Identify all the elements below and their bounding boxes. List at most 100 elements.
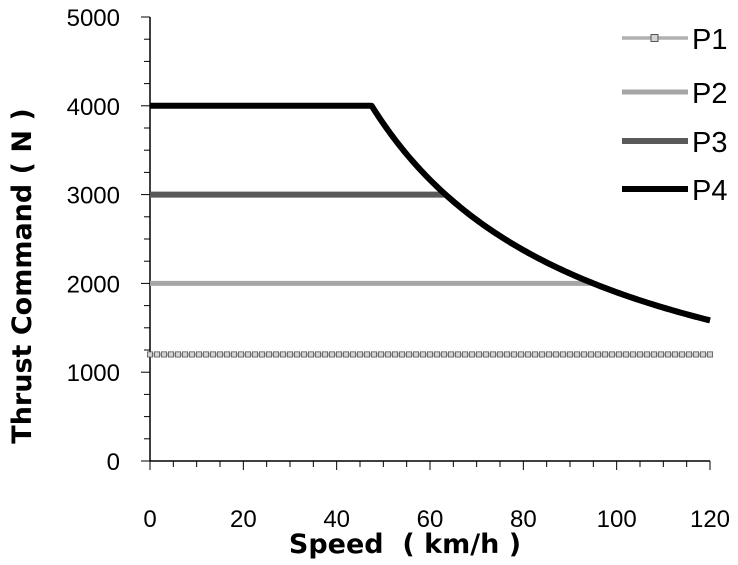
p1-marker bbox=[363, 351, 370, 358]
p1-marker bbox=[630, 351, 637, 358]
p1-marker bbox=[209, 351, 216, 358]
p1-marker bbox=[426, 351, 433, 358]
y-tick-label: 1000 bbox=[67, 360, 120, 387]
p1-marker bbox=[314, 351, 321, 358]
p1-marker bbox=[616, 351, 623, 358]
p1-marker bbox=[475, 351, 482, 358]
series-p4 bbox=[149, 102, 711, 324]
x-axis-title: Speed ( km/h ) bbox=[289, 529, 521, 560]
legend: P1 P2 P3 P4 bbox=[622, 24, 727, 207]
p1-marker bbox=[195, 351, 202, 358]
y-tick-label: 4000 bbox=[67, 94, 120, 121]
p1-marker bbox=[637, 351, 644, 358]
y-axis-title: Thrust Command ( N ) bbox=[7, 108, 38, 443]
p1-marker bbox=[454, 351, 461, 358]
p1-marker bbox=[707, 351, 714, 358]
p1-marker bbox=[160, 351, 167, 358]
legend-label: P3 bbox=[692, 127, 727, 159]
series-p2 bbox=[149, 280, 711, 323]
axes bbox=[141, 16, 711, 470]
series-p1 bbox=[146, 351, 714, 358]
y-tick-label: 3000 bbox=[67, 183, 120, 210]
p1-marker bbox=[595, 351, 602, 358]
p1-marker bbox=[293, 351, 300, 358]
p1-marker bbox=[700, 351, 707, 358]
p1-marker bbox=[419, 351, 426, 358]
p1-marker bbox=[651, 351, 658, 358]
p1-marker bbox=[482, 351, 489, 358]
p1-marker bbox=[335, 351, 342, 358]
p1-marker bbox=[356, 351, 363, 358]
y-tick-label: 5000 bbox=[67, 5, 120, 32]
p1-marker bbox=[328, 351, 335, 358]
x-tick-label: 120 bbox=[690, 506, 730, 533]
legend-item-p3: P3 bbox=[622, 127, 727, 159]
p1-marker bbox=[181, 351, 188, 358]
legend-item-p4: P4 bbox=[622, 175, 727, 207]
p1-marker bbox=[433, 351, 440, 358]
p1-marker bbox=[153, 351, 160, 358]
p1-marker bbox=[377, 351, 384, 358]
tick-labels: 0 20 40 60 80 100 120 0 1000 2000 3000 4000 5000 bbox=[67, 5, 730, 533]
legend-label: P2 bbox=[692, 78, 727, 110]
p1-marker bbox=[223, 351, 230, 358]
p1-marker bbox=[167, 351, 174, 358]
series-layer bbox=[146, 102, 714, 358]
p1-marker bbox=[391, 351, 398, 358]
p1-marker bbox=[581, 351, 588, 358]
p1-marker bbox=[686, 351, 693, 358]
p1-marker bbox=[279, 351, 286, 358]
p1-marker bbox=[244, 351, 251, 358]
legend-label: P1 bbox=[692, 24, 727, 56]
p1-marker bbox=[188, 351, 195, 358]
series-line-p3 bbox=[149, 191, 711, 324]
series-line-p2 bbox=[149, 280, 711, 323]
legend-label: P4 bbox=[692, 175, 727, 207]
x-tick-label: 40 bbox=[323, 506, 350, 533]
x-tick-label: 60 bbox=[417, 506, 444, 533]
p1-marker bbox=[230, 351, 237, 358]
p1-marker bbox=[672, 351, 679, 358]
p1-marker bbox=[693, 351, 700, 358]
p1-marker bbox=[307, 351, 314, 358]
x-tick-label: 20 bbox=[230, 506, 257, 533]
p1-marker bbox=[602, 351, 609, 358]
p1-marker bbox=[525, 351, 532, 358]
p1-marker bbox=[679, 351, 686, 358]
p1-marker bbox=[286, 351, 293, 358]
p1-marker bbox=[384, 351, 391, 358]
p1-marker bbox=[370, 351, 377, 358]
legend-item-p1: P1 bbox=[622, 24, 727, 56]
legend-marker bbox=[650, 34, 659, 42]
p1-marker bbox=[553, 351, 560, 358]
p1-marker bbox=[665, 351, 672, 358]
p1-marker bbox=[546, 351, 553, 358]
p1-marker bbox=[496, 351, 503, 358]
p1-marker bbox=[489, 351, 496, 358]
p1-marker bbox=[503, 351, 510, 358]
p1-marker bbox=[300, 351, 307, 358]
p1-marker bbox=[398, 351, 405, 358]
p1-marker bbox=[609, 351, 616, 358]
legend-item-p2: P2 bbox=[622, 78, 727, 110]
x-tick-label: 80 bbox=[510, 506, 537, 533]
p1-marker bbox=[560, 351, 567, 358]
p1-marker bbox=[405, 351, 412, 358]
p1-marker bbox=[258, 351, 265, 358]
p1-marker bbox=[265, 351, 272, 358]
p1-marker bbox=[574, 351, 581, 358]
p1-marker bbox=[237, 351, 244, 358]
p1-marker bbox=[216, 351, 223, 358]
p1-marker bbox=[447, 351, 454, 358]
series-line-p4 bbox=[149, 102, 711, 324]
x-tick-label: 0 bbox=[143, 506, 156, 533]
p1-marker bbox=[440, 351, 447, 358]
series-p3 bbox=[149, 191, 711, 324]
p1-marker bbox=[272, 351, 279, 358]
p1-marker bbox=[644, 351, 651, 358]
p1-marker bbox=[539, 351, 546, 358]
p1-marker bbox=[588, 351, 595, 358]
y-tick-label: 2000 bbox=[67, 271, 120, 298]
p1-marker bbox=[174, 351, 181, 358]
